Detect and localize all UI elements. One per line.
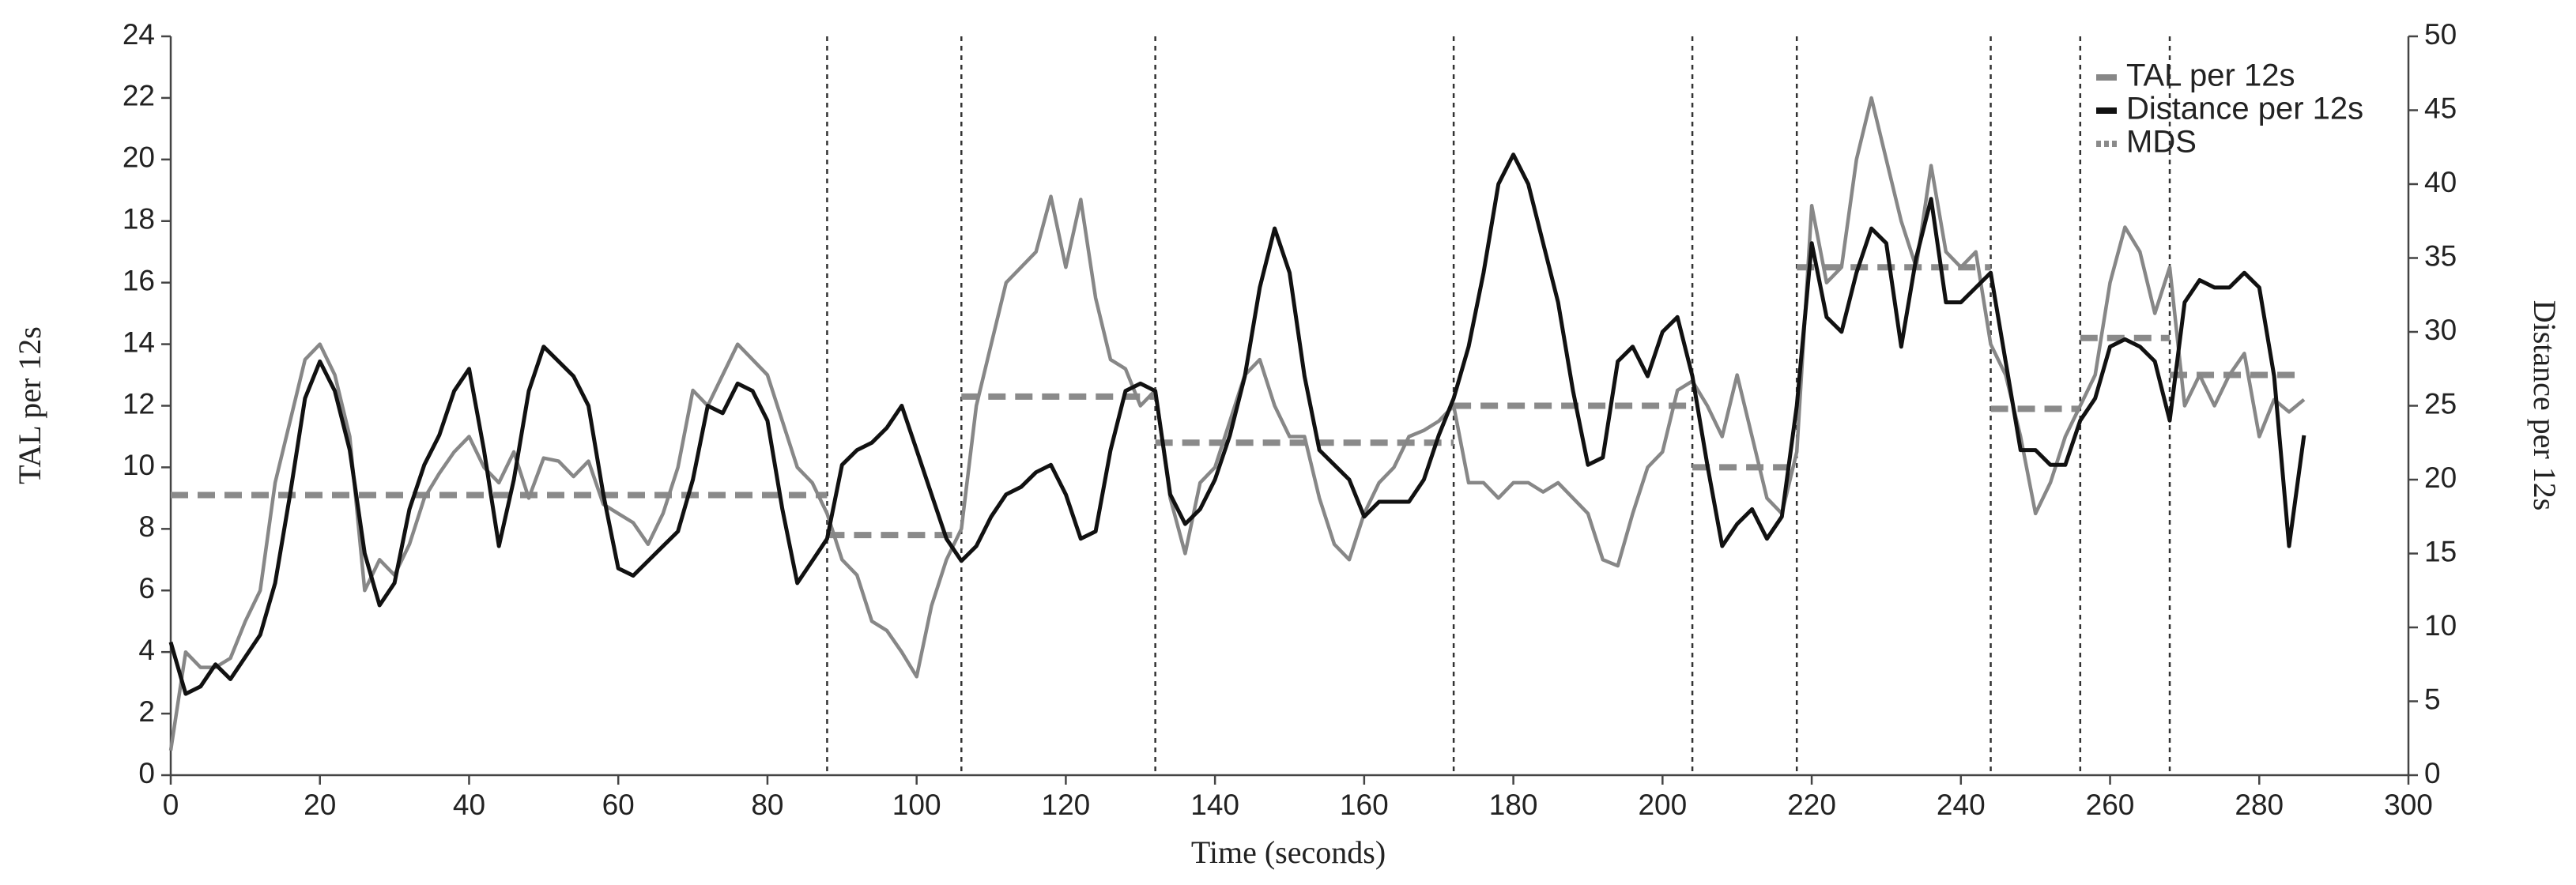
y-tick-label: 0 (138, 757, 155, 789)
y2-tick-label: 30 (2424, 314, 2457, 346)
legend-label: MDS (2126, 125, 2197, 160)
x-tick-label: 120 (1042, 789, 1091, 821)
y2-tick-label: 10 (2424, 609, 2457, 642)
y2-tick-label: 0 (2424, 757, 2441, 789)
x-tick-label: 0 (163, 789, 179, 821)
x-tick-label: 300 (2384, 789, 2433, 821)
y-tick-label: 8 (138, 510, 155, 543)
y2-tick-label: 45 (2424, 92, 2457, 124)
y-tick-label: 6 (138, 572, 155, 604)
y-tick-label: 4 (138, 634, 155, 666)
x-axis-label: Time (seconds) (1191, 834, 1386, 870)
x-tick-label: 240 (1937, 789, 1986, 821)
y-tick-label: 10 (123, 449, 155, 481)
series-line (168, 96, 2306, 751)
y2-tick-label: 50 (2424, 18, 2457, 51)
y2-tick-label: 35 (2424, 239, 2457, 272)
legend-label: Distance per 12s (2126, 92, 2363, 126)
y-tick-label: 12 (123, 387, 155, 420)
y-tick-label: 24 (123, 18, 155, 51)
y2-tick-label: 20 (2424, 461, 2457, 494)
y-tick-label: 16 (123, 264, 155, 296)
x-tick-label: 180 (1489, 789, 1538, 821)
y2-tick-label: 40 (2424, 166, 2457, 198)
legend-label: TAL per 12s (2126, 58, 2295, 93)
y-tick-label: 14 (123, 326, 155, 358)
y2-tick-label: 15 (2424, 535, 2457, 567)
y2-axis-label: Distance per 12s (2527, 300, 2563, 511)
x-tick-label: 200 (1638, 789, 1687, 821)
x-tick-label: 80 (751, 789, 783, 821)
x-tick-label: 260 (2086, 789, 2135, 821)
x-tick-label: 60 (602, 789, 635, 821)
x-tick-label: 40 (453, 789, 485, 821)
series-line (168, 153, 2306, 696)
x-tick-label: 100 (892, 789, 941, 821)
y-tick-label: 20 (123, 141, 155, 174)
y2-tick-label: 25 (2424, 387, 2457, 420)
y-axis-label: TAL per 12s (12, 326, 47, 484)
x-tick-label: 280 (2235, 789, 2284, 821)
x-tick-label: 160 (1340, 789, 1389, 821)
y-tick-label: 2 (138, 695, 155, 728)
y-tick-label: 18 (123, 203, 155, 235)
x-tick-label: 140 (1190, 789, 1239, 821)
y2-tick-label: 5 (2424, 683, 2441, 715)
x-tick-label: 20 (304, 789, 336, 821)
y-tick-label: 22 (123, 80, 155, 112)
x-tick-label: 220 (1787, 789, 1836, 821)
